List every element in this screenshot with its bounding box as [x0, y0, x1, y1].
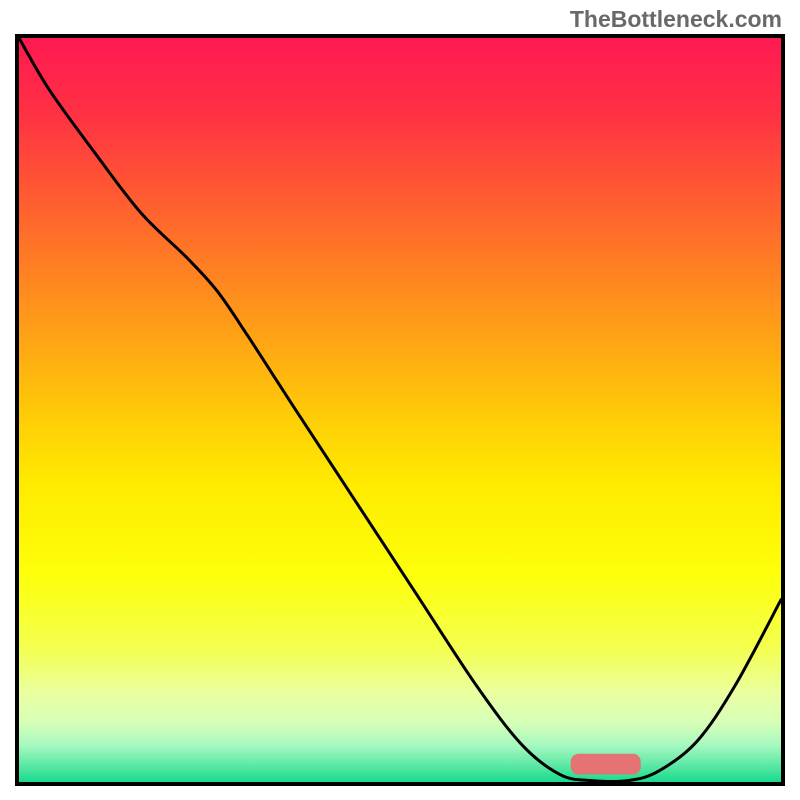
- plot-svg: [19, 38, 781, 782]
- watermark-text: TheBottleneck.com: [570, 6, 782, 33]
- optimum-marker: [571, 754, 641, 775]
- plot-background: [19, 38, 781, 782]
- chart-container: TheBottleneck.com: [0, 0, 800, 800]
- plot-frame: [15, 34, 785, 786]
